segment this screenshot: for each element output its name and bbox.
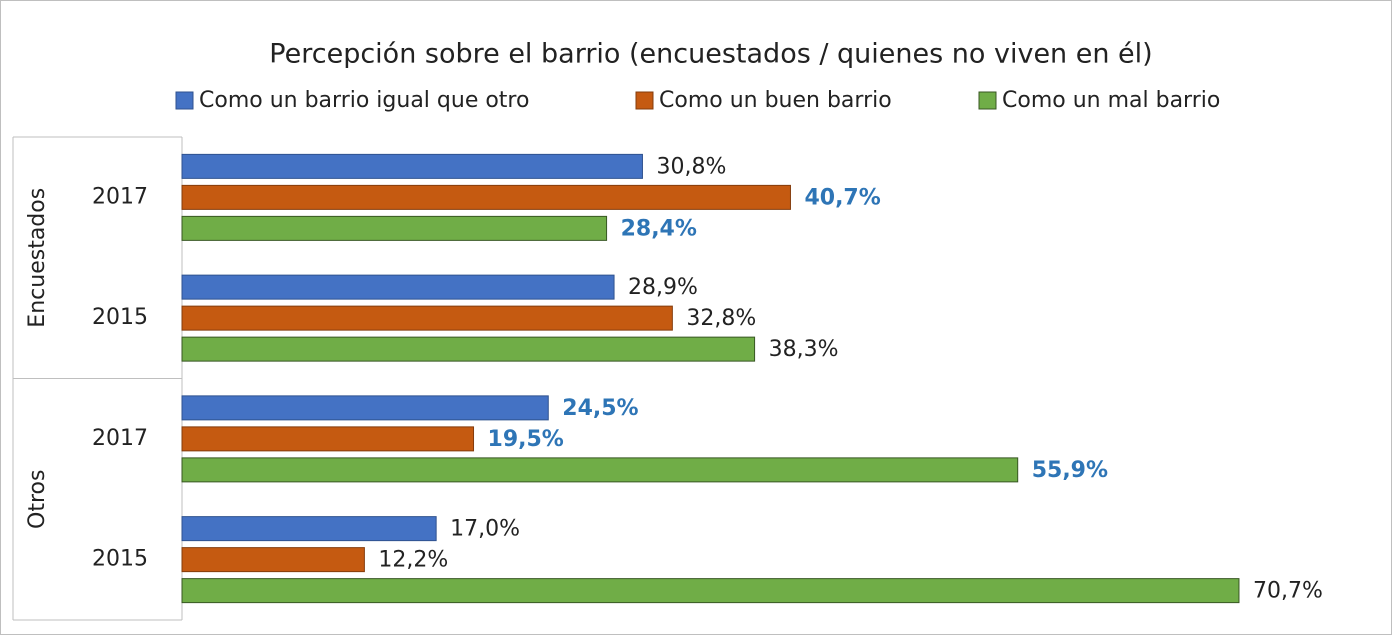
value-label: 55,9% [1032, 458, 1108, 483]
value-label: 38,3% [769, 337, 839, 362]
bar [181, 547, 365, 573]
legend-label: Como un buen barrio [659, 88, 892, 113]
value-label: 40,7% [804, 185, 880, 210]
legend-label: Como un mal barrio [1002, 88, 1220, 113]
value-label: 32,8% [686, 306, 756, 331]
value-label: 17,0% [450, 517, 520, 542]
category-label: 2015 [92, 547, 148, 572]
group-label: Otros [25, 470, 50, 529]
value-label: 12,2% [378, 548, 448, 573]
value-label: 19,5% [488, 427, 564, 452]
bar [181, 516, 437, 542]
bar [181, 153, 643, 179]
group-label: Encuestados [25, 188, 50, 328]
bar [181, 184, 791, 210]
bar [181, 457, 1019, 483]
bar [181, 426, 475, 452]
legend-swatch [978, 91, 997, 110]
category-label: 2015 [92, 305, 148, 330]
value-label: 28,4% [621, 216, 697, 241]
legend-swatch [635, 91, 654, 110]
legend-label: Como un barrio igual que otro [199, 88, 529, 113]
legend-swatch [175, 91, 194, 110]
value-label: 70,7% [1253, 579, 1323, 604]
category-label: 2017 [92, 426, 148, 451]
bar [181, 395, 549, 421]
bar [181, 336, 756, 362]
value-label: 24,5% [562, 396, 638, 421]
value-label: 30,8% [656, 154, 726, 179]
bar [181, 305, 673, 331]
bar [181, 578, 1240, 604]
value-label: 28,9% [628, 275, 698, 300]
chart-title: Percepción sobre el barrio (encuestados … [269, 39, 1152, 70]
bar [181, 274, 615, 300]
category-label: 2017 [92, 184, 148, 209]
bar [181, 215, 608, 241]
